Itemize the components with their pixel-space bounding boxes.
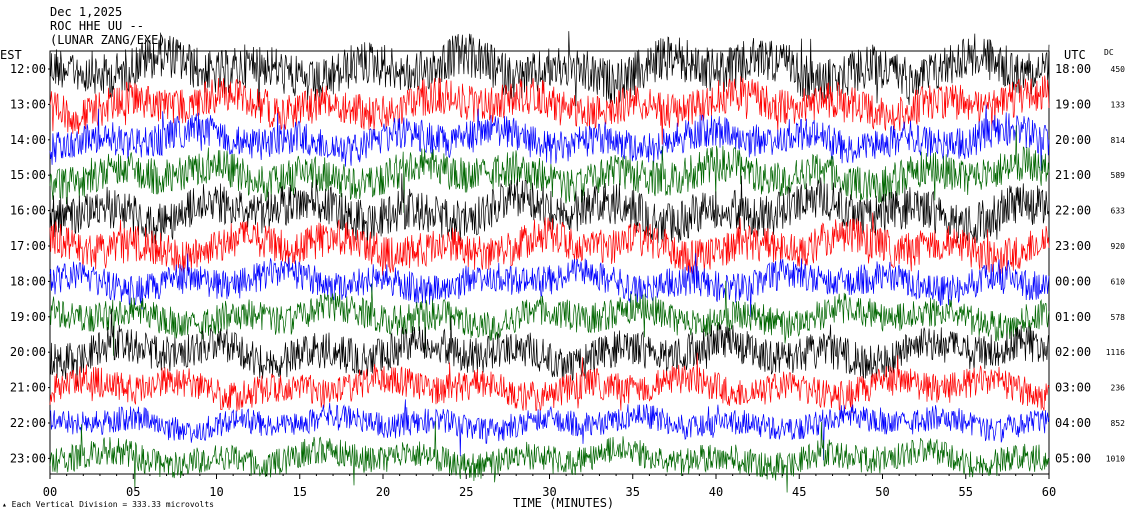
utc-label: 05:00 (1055, 451, 1091, 465)
x-tick-label: 05 (126, 485, 140, 499)
est-label: 22:00 (10, 416, 46, 430)
utc-label: 21:00 (1055, 168, 1091, 182)
trace-1600 (49, 173, 1050, 249)
trace-1700 (49, 212, 1050, 276)
dc-axis-title: DC (1104, 48, 1114, 57)
dc-label: 814 (1111, 136, 1126, 145)
dc-label: 589 (1111, 171, 1126, 180)
x-tick-label: 20 (376, 485, 390, 499)
x-tick-label: 55 (959, 485, 973, 499)
dc-label: 1010 (1106, 454, 1125, 463)
utc-label: 03:00 (1055, 381, 1091, 395)
trace-1400 (49, 104, 1050, 171)
right-axis-title: UTC (1064, 48, 1086, 62)
trace-1500 (49, 125, 1050, 213)
scale-footnote: ▴ Each Vertical Division = 333.33 microv… (2, 500, 214, 509)
dc-label: 578 (1111, 313, 1126, 322)
x-tick-label: 50 (875, 485, 889, 499)
est-label: 16:00 (10, 204, 46, 218)
dc-label: 450 (1111, 65, 1126, 74)
utc-label: 00:00 (1055, 274, 1091, 288)
est-label: 23:00 (10, 451, 46, 465)
x-axis-title: TIME (MINUTES) (513, 496, 615, 510)
trace-1800 (49, 253, 1050, 318)
header-date: Dec 1,2025 (50, 5, 123, 19)
est-label: 19:00 (10, 310, 46, 324)
header-station: ROC HHE UU -- (50, 19, 144, 33)
est-label: 21:00 (10, 381, 46, 395)
dc-label: 1116 (1106, 348, 1125, 357)
trace-2200 (49, 399, 1050, 461)
trace-2000 (49, 308, 1050, 387)
x-tick-label: 25 (459, 485, 473, 499)
est-label: 13:00 (10, 97, 46, 111)
utc-label: 22:00 (1055, 204, 1091, 218)
est-label: 14:00 (10, 133, 46, 147)
x-tick-label: 35 (626, 485, 640, 499)
est-label: 12:00 (10, 62, 46, 76)
utc-label: 01:00 (1055, 310, 1091, 324)
scale-footnote-text: Each Vertical Division = 333.33 microvol… (11, 500, 214, 509)
dc-label: 133 (1111, 100, 1126, 109)
header-extra: (LUNAR ZANG/EXE) (50, 33, 166, 47)
trace-1300 (49, 75, 1050, 145)
est-label: 20:00 (10, 345, 46, 359)
dc-label: 610 (1111, 277, 1126, 286)
dc-label: 633 (1111, 207, 1126, 216)
x-tick-label: 60 (1042, 485, 1056, 499)
trace-1900 (49, 280, 1050, 356)
utc-label: 18:00 (1055, 62, 1091, 76)
est-label: 15:00 (10, 168, 46, 182)
x-tick-label: 40 (709, 485, 723, 499)
dc-label: 236 (1111, 384, 1126, 393)
utc-label: 04:00 (1055, 416, 1091, 430)
est-label: 18:00 (10, 274, 46, 288)
x-tick-label: 10 (209, 485, 223, 499)
utc-label: 02:00 (1055, 345, 1091, 359)
utc-label: 19:00 (1055, 97, 1091, 111)
x-tick-label: 45 (792, 485, 806, 499)
dc-label: 920 (1111, 242, 1126, 251)
left-axis-title: EST (0, 48, 22, 62)
scale-footnote-icon: ▴ (2, 500, 7, 509)
dc-label: 852 (1111, 419, 1126, 428)
utc-label: 23:00 (1055, 239, 1091, 253)
x-tick-label: 00 (43, 485, 57, 499)
utc-label: 20:00 (1055, 133, 1091, 147)
x-tick-label: 30 (542, 485, 556, 499)
trace-2300 (49, 421, 1050, 493)
trace-1200 (49, 31, 1050, 111)
x-tick-label: 15 (293, 485, 307, 499)
trace-2100 (49, 352, 1050, 414)
est-label: 17:00 (10, 239, 46, 253)
